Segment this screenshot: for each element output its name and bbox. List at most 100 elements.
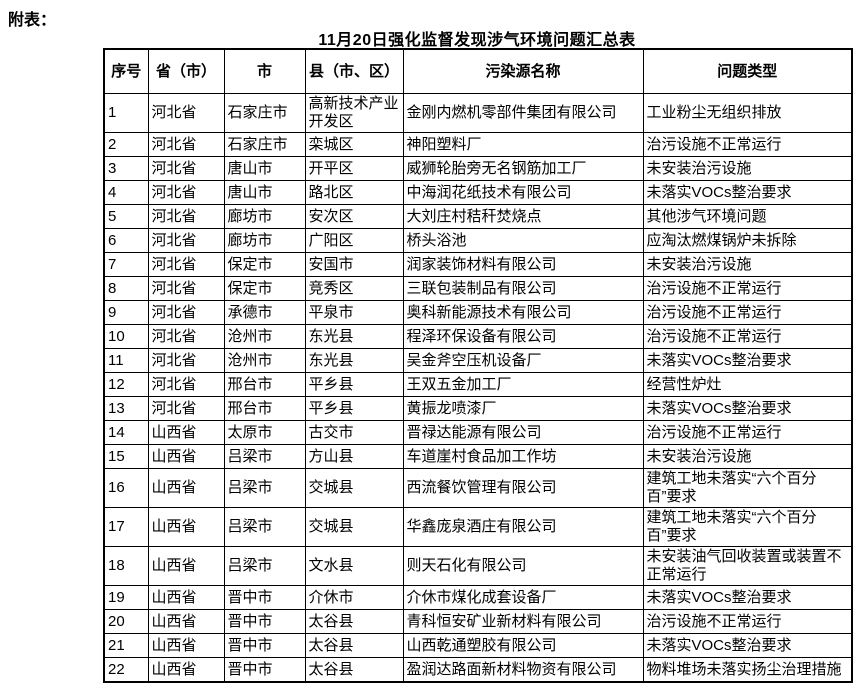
cell-problem: 工业粉尘无组织排放 xyxy=(642,93,853,133)
table-row: 20 山西省 晋中市 太谷县 青科恒安矿业新材料有限公司 治污设施不正常运行 xyxy=(103,609,853,634)
cell-county: 交城县 xyxy=(304,507,404,547)
table-row: 15 山西省 吕梁市 方山县 车道崖村食品加工作坊 未安装治污设施 xyxy=(103,444,853,469)
cell-no: 20 xyxy=(103,609,149,634)
cell-source: 吴金斧空压机设备厂 xyxy=(402,348,644,373)
cell-problem: 治污设施不正常运行 xyxy=(642,420,853,445)
cell-no: 17 xyxy=(103,507,149,547)
cell-no: 21 xyxy=(103,633,149,658)
cell-source: 王双五金加工厂 xyxy=(402,372,644,397)
cell-problem: 治污设施不正常运行 xyxy=(642,276,853,301)
cell-source: 山西乾通塑胶有限公司 xyxy=(402,633,644,658)
cell-problem: 治污设施不正常运行 xyxy=(642,300,853,325)
table-row: 12 河北省 邢台市 平乡县 王双五金加工厂 经营性炉灶 xyxy=(103,372,853,397)
header-cell-no: 序号 xyxy=(103,48,149,94)
cell-no: 6 xyxy=(103,228,149,253)
table-row: 22 山西省 晋中市 太谷县 盈润达路面新材料物资有限公司 物料堆场未落实扬尘治理措施 xyxy=(103,657,853,683)
cell-province: 河北省 xyxy=(147,93,225,133)
cell-problem: 未落实VOCs整治要求 xyxy=(642,348,853,373)
cell-province: 河北省 xyxy=(147,132,225,157)
cell-county: 高新技术产业开发区 xyxy=(304,93,404,133)
cell-province: 山西省 xyxy=(147,507,225,547)
cell-no: 7 xyxy=(103,252,149,277)
cell-county: 东光县 xyxy=(304,324,404,349)
cell-county: 栾城区 xyxy=(304,132,404,157)
cell-problem: 治污设施不正常运行 xyxy=(642,609,853,634)
cell-no: 5 xyxy=(103,204,149,229)
cell-province: 河北省 xyxy=(147,372,225,397)
cell-city: 承德市 xyxy=(223,300,306,325)
table-row: 10 河北省 沧州市 东光县 程泽环保设备有限公司 治污设施不正常运行 xyxy=(103,324,853,349)
cell-county: 介休市 xyxy=(304,585,404,610)
table-row: 21 山西省 晋中市 太谷县 山西乾通塑胶有限公司 未落实VOCs整治要求 xyxy=(103,633,853,658)
cell-county: 平乡县 xyxy=(304,396,404,421)
cell-province: 河北省 xyxy=(147,396,225,421)
cell-source: 黄振龙喷漆厂 xyxy=(402,396,644,421)
cell-no: 14 xyxy=(103,420,149,445)
cell-source: 大刘庄村秸秆焚烧点 xyxy=(402,204,644,229)
cell-no: 22 xyxy=(103,657,149,683)
table-row: 7 河北省 保定市 安国市 润家装饰材料有限公司 未安装治污设施 xyxy=(103,252,853,277)
cell-city: 太原市 xyxy=(223,420,306,445)
cell-county: 平乡县 xyxy=(304,372,404,397)
header-row: 序号 省（市） 市 县（市、区） 污染源名称 问题类型 xyxy=(103,48,853,94)
cell-city: 晋中市 xyxy=(223,657,306,683)
cell-county: 古交市 xyxy=(304,420,404,445)
cell-county: 平泉市 xyxy=(304,300,404,325)
cell-problem: 应淘汰燃煤锅炉未拆除 xyxy=(642,228,853,253)
cell-county: 交城县 xyxy=(304,468,404,508)
cell-province: 山西省 xyxy=(147,633,225,658)
cell-no: 11 xyxy=(103,348,149,373)
header-cell-source: 污染源名称 xyxy=(402,48,644,94)
cell-no: 18 xyxy=(103,546,149,586)
cell-county: 太谷县 xyxy=(304,633,404,658)
cell-city: 晋中市 xyxy=(223,609,306,634)
header-cell-province: 省（市） xyxy=(147,48,225,94)
cell-city: 晋中市 xyxy=(223,633,306,658)
table-row: 11 河北省 沧州市 东光县 吴金斧空压机设备厂 未落实VOCs整治要求 xyxy=(103,348,853,373)
cell-source: 介休市煤化成套设备厂 xyxy=(402,585,644,610)
cell-source: 威狮轮胎旁无名钢筋加工厂 xyxy=(402,156,644,181)
table-row: 19 山西省 晋中市 介休市 介休市煤化成套设备厂 未落实VOCs整治要求 xyxy=(103,585,853,610)
cell-problem: 治污设施不正常运行 xyxy=(642,132,853,157)
cell-province: 河北省 xyxy=(147,204,225,229)
cell-city: 唐山市 xyxy=(223,180,306,205)
cell-county: 路北区 xyxy=(304,180,404,205)
table-row: 9 河北省 承德市 平泉市 奥科新能源技术有限公司 治污设施不正常运行 xyxy=(103,300,853,325)
cell-problem: 未落实VOCs整治要求 xyxy=(642,180,853,205)
cell-source: 车道崖村食品加工作坊 xyxy=(402,444,644,469)
cell-problem: 其他涉气环境问题 xyxy=(642,204,853,229)
cell-city: 邢台市 xyxy=(223,372,306,397)
cell-problem: 建筑工地未落实“六个百分百”要求 xyxy=(642,468,853,508)
table-title: 11月20日强化监督发现涉气环境问题汇总表 xyxy=(318,32,636,49)
cell-city: 沧州市 xyxy=(223,348,306,373)
cell-province: 河北省 xyxy=(147,228,225,253)
cell-county: 文水县 xyxy=(304,546,404,586)
annex-label: 附表： xyxy=(8,12,57,29)
cell-no: 12 xyxy=(103,372,149,397)
cell-province: 山西省 xyxy=(147,657,225,683)
table-row: 16 山西省 吕梁市 交城县 西流餐饮管理有限公司 建筑工地未落实“六个百分百”要求 xyxy=(103,468,853,508)
cell-city: 石家庄市 xyxy=(223,93,306,133)
cell-source: 盈润达路面新材料物资有限公司 xyxy=(402,657,644,683)
cell-no: 10 xyxy=(103,324,149,349)
cell-city: 吕梁市 xyxy=(223,546,306,586)
cell-source: 润家装饰材料有限公司 xyxy=(402,252,644,277)
cell-source: 青科恒安矿业新材料有限公司 xyxy=(402,609,644,634)
cell-source: 三联包装制品有限公司 xyxy=(402,276,644,301)
cell-province: 山西省 xyxy=(147,420,225,445)
cell-county: 安次区 xyxy=(304,204,404,229)
cell-problem: 未安装油气回收装置或装置不正常运行 xyxy=(642,546,853,586)
cell-province: 河北省 xyxy=(147,156,225,181)
cell-city: 吕梁市 xyxy=(223,507,306,547)
cell-problem: 建筑工地未落实“六个百分百”要求 xyxy=(642,507,853,547)
cell-no: 15 xyxy=(103,444,149,469)
cell-problem: 未落实VOCs整治要求 xyxy=(642,396,853,421)
cell-source: 金刚内燃机零部件集团有限公司 xyxy=(402,93,644,133)
problems-table: 序号 省（市） 市 县（市、区） 污染源名称 问题类型 1 河北省 石家庄市 高新技术… xyxy=(103,48,853,683)
table-row: 18 山西省 吕梁市 文水县 则天石化有限公司 未安装油气回收装置或装置不正常运行 xyxy=(103,546,853,586)
cell-problem: 未安装治污设施 xyxy=(642,444,853,469)
header-cell-county: 县（市、区） xyxy=(304,48,404,94)
table-row: 1 河北省 石家庄市 高新技术产业开发区 金刚内燃机零部件集团有限公司 工业粉尘无组织排放 xyxy=(103,93,853,133)
cell-province: 山西省 xyxy=(147,546,225,586)
cell-no: 4 xyxy=(103,180,149,205)
